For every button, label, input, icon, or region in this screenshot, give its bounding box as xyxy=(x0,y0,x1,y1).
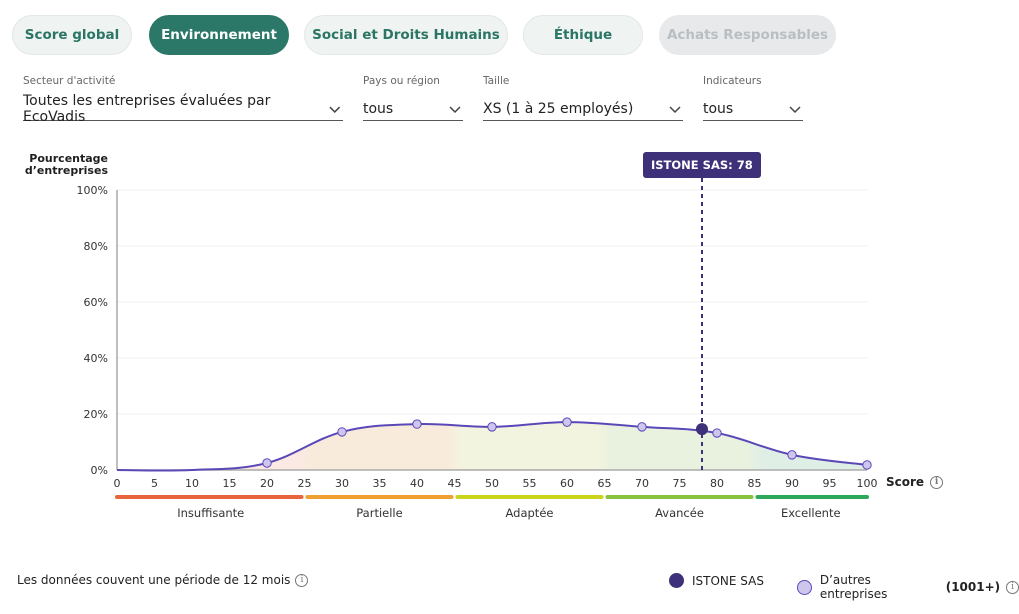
tab-achats-responsables: Achats Responsables xyxy=(659,15,836,55)
y-tick-label: 0% xyxy=(91,464,108,477)
tab-social-droits-humains[interactable]: Social et Droits Humains xyxy=(304,15,508,55)
y-tick-label: 40% xyxy=(84,352,108,365)
y-tick-label: 80% xyxy=(84,240,108,253)
x-tick-label: 15 xyxy=(223,477,237,490)
x-tick-label: 70 xyxy=(635,477,649,490)
legend-dot-istone xyxy=(669,573,684,588)
indicateurs-select[interactable]: tous xyxy=(703,99,803,121)
chevron-down-icon xyxy=(329,106,341,113)
filter-secteur: Secteur d'activité Toutes les entreprise… xyxy=(23,75,343,125)
info-icon[interactable]: i xyxy=(930,475,944,489)
select-value: Toutes les entreprises évaluées par EcoV… xyxy=(23,92,271,125)
filter-label: Indicateurs xyxy=(703,75,762,87)
rating-band-bar xyxy=(755,495,869,499)
data-period-text: Les données couvent une période de 12 mo… xyxy=(17,573,291,587)
info-icon[interactable]: i xyxy=(1006,580,1019,594)
x-tick-label: 55 xyxy=(523,477,537,490)
x-tick-label: 40 xyxy=(410,477,424,490)
x-tick-label: 30 xyxy=(335,477,349,490)
x-tick-label: 5 xyxy=(151,477,158,490)
legend-count: (1001+) xyxy=(945,580,1001,594)
select-value: XS (1 à 25 employés) xyxy=(483,100,634,117)
legend-dot-others xyxy=(797,579,812,595)
info-icon[interactable]: i xyxy=(295,573,309,587)
rating-band-label: Avancée xyxy=(655,506,704,520)
rating-band-label: Adaptée xyxy=(506,506,554,520)
rating-band-bar xyxy=(455,495,604,499)
x-tick-label: 35 xyxy=(373,477,387,490)
data-point[interactable] xyxy=(262,458,272,468)
data-point[interactable] xyxy=(637,422,647,432)
data-point[interactable] xyxy=(787,450,797,460)
select-value: tous xyxy=(703,100,734,117)
x-tick-label: 60 xyxy=(560,477,574,490)
tab-ethique[interactable]: Éthique xyxy=(523,15,643,55)
highlight-point-istone[interactable] xyxy=(696,423,708,436)
legend-item-others: D’autres entreprises (1001+) i xyxy=(797,573,1019,601)
legend-item-istone: ISTONE SAS xyxy=(669,573,764,588)
rating-band-bar xyxy=(605,495,754,499)
x-tick-label: 90 xyxy=(785,477,799,490)
rating-band-label: Partielle xyxy=(356,506,402,520)
y-axis-title: Pourcentage d’entreprises xyxy=(24,152,108,177)
chevron-down-icon xyxy=(789,105,801,113)
legend-label: D’autres entreprises xyxy=(819,573,888,601)
filter-label: Secteur d'activité xyxy=(23,75,116,87)
x-axis-label: Score xyxy=(886,475,925,489)
x-tick-label: 80 xyxy=(710,477,724,490)
data-point[interactable] xyxy=(712,428,722,438)
data-point[interactable] xyxy=(487,422,497,432)
x-tick-label: 10 xyxy=(185,477,199,490)
rating-band-bar xyxy=(305,495,454,499)
chevron-down-icon xyxy=(449,105,461,113)
x-tick-label: 75 xyxy=(673,477,687,490)
tab-environnement[interactable]: Environnement xyxy=(149,15,289,55)
secteur-select[interactable]: Toutes les entreprises évaluées par EcoV… xyxy=(23,93,343,125)
data-point[interactable] xyxy=(412,419,422,429)
x-tick-label: 100 xyxy=(857,477,878,490)
x-tick-label: 25 xyxy=(298,477,312,490)
y-tick-label: 100% xyxy=(77,184,108,197)
pays-select[interactable]: tous xyxy=(363,99,463,121)
data-point[interactable] xyxy=(862,460,872,470)
filter-pays: Pays ou région tous xyxy=(363,75,463,121)
legend-label: ISTONE SAS xyxy=(692,573,764,588)
filter-label: Pays ou région xyxy=(363,75,440,87)
filter-indicateurs: Indicateurs tous xyxy=(703,75,803,121)
y-tick-label: 60% xyxy=(84,296,108,309)
x-tick-label: 45 xyxy=(448,477,462,490)
data-period-note: Les données couvent une période de 12 mo… xyxy=(17,573,309,587)
tab-score-global[interactable]: Score global xyxy=(12,15,132,55)
highlight-tooltip: ISTONE SAS: 78 xyxy=(643,152,761,178)
rating-band-label: Insuffisante xyxy=(177,506,244,520)
x-tick-label: 85 xyxy=(748,477,762,490)
select-value: tous xyxy=(363,100,394,117)
data-point[interactable] xyxy=(562,417,572,427)
data-point[interactable] xyxy=(337,427,347,437)
x-tick-label: 0 xyxy=(114,477,121,490)
taille-select[interactable]: XS (1 à 25 employés) xyxy=(483,99,683,121)
x-tick-label: 20 xyxy=(260,477,274,490)
filter-taille: Taille XS (1 à 25 employés) xyxy=(483,75,683,121)
filter-label: Taille xyxy=(483,75,510,87)
chevron-down-icon xyxy=(669,105,681,113)
x-tick-label: 95 xyxy=(823,477,837,490)
y-tick-label: 20% xyxy=(84,408,108,421)
x-axis-title: Score i xyxy=(886,475,944,489)
x-tick-label: 50 xyxy=(485,477,499,490)
x-tick-label: 65 xyxy=(598,477,612,490)
rating-band-label: Excellente xyxy=(781,506,841,520)
rating-band-bar xyxy=(115,495,304,499)
